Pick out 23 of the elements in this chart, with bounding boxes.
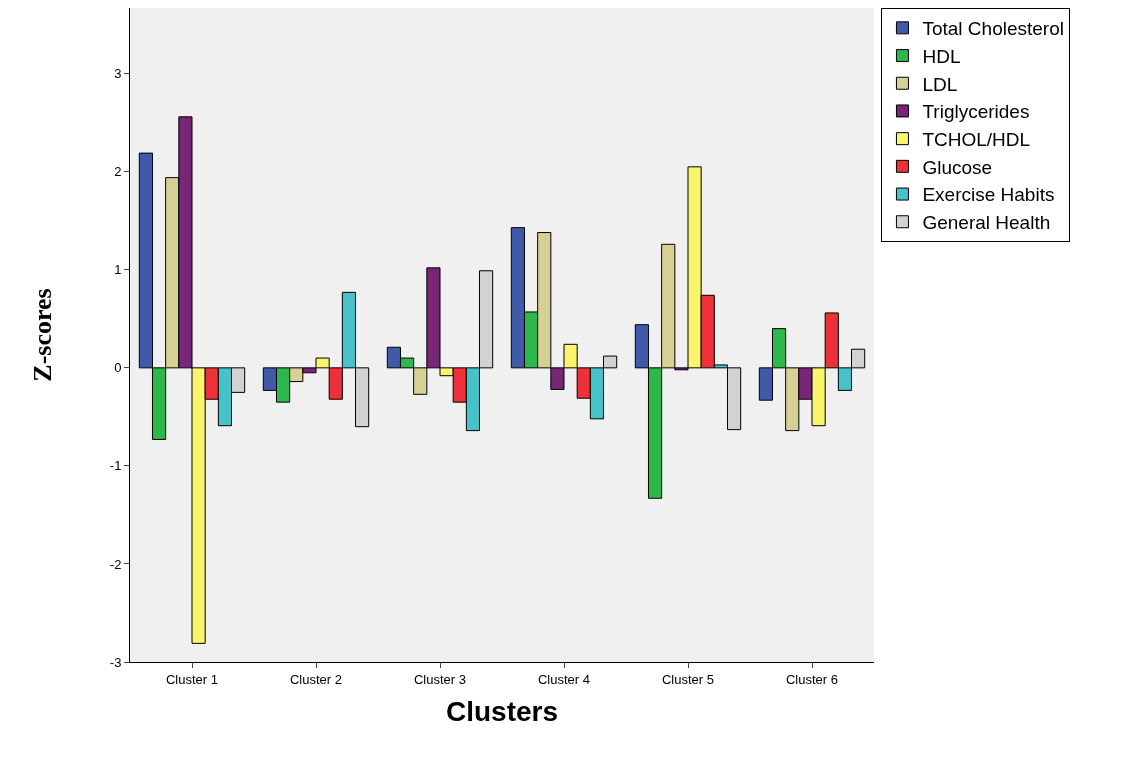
x-tick-label: Cluster 6 — [785, 671, 839, 687]
y-tick-label: 1 — [114, 262, 122, 278]
x-tick-label: Cluster 3 — [413, 671, 467, 687]
legend-label: LDL — [922, 73, 958, 95]
y-tick-label: 0 — [114, 360, 122, 376]
legend-label: TCHOL/HDL — [922, 129, 1031, 151]
x-tick-label: Cluster 4 — [537, 671, 591, 687]
legend-label: Triglycerides — [922, 101, 1030, 123]
y-tick-label: -3 — [109, 654, 122, 670]
x-tick-label: Cluster 1 — [165, 671, 219, 687]
legend-label: Total Cholesterol — [922, 18, 1064, 40]
y-tick-label: -2 — [109, 556, 122, 572]
legend-label: General Health — [922, 212, 1051, 234]
y-tick-label: 2 — [114, 164, 122, 180]
x-tick-label: Cluster 2 — [289, 671, 343, 687]
y-tick-label: -1 — [109, 458, 122, 474]
legend-label: Glucose — [922, 156, 993, 178]
x-axis-title: Clusters — [445, 695, 559, 727]
legend-label: Exercise Habits — [922, 184, 1055, 206]
legend-label: HDL — [922, 45, 961, 67]
y-tick-label: 3 — [114, 66, 122, 82]
y-axis-title: Z-scores — [28, 288, 58, 382]
x-tick-label: Cluster 5 — [661, 671, 715, 687]
